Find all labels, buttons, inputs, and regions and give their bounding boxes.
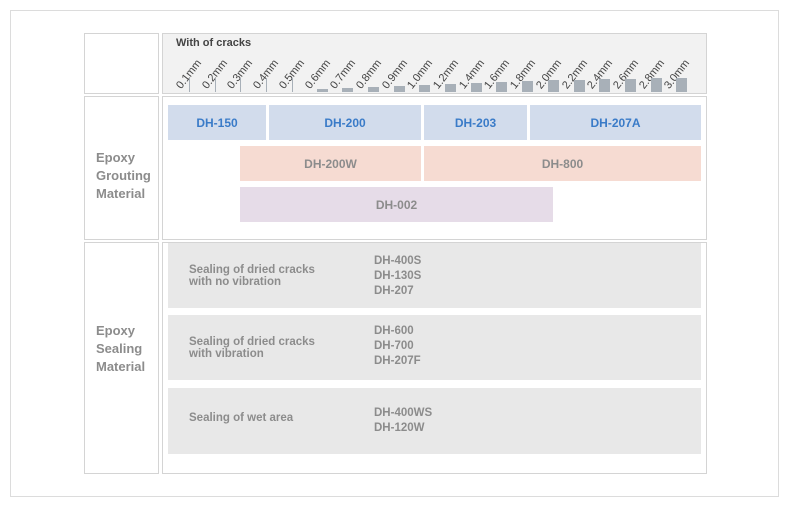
tick-bar bbox=[470, 83, 482, 92]
tick-mark bbox=[189, 78, 190, 92]
product-bar-dh-207a: DH-207A bbox=[530, 105, 701, 140]
tick-bar bbox=[650, 78, 662, 92]
tick-bar bbox=[676, 78, 688, 92]
tick-mark bbox=[214, 78, 216, 92]
grouting-label-cell bbox=[84, 96, 159, 240]
tick-bar bbox=[547, 80, 559, 92]
product-bar-dh-002: DH-002 bbox=[240, 187, 553, 222]
sealing-group-description: Sealing of dried cracks with vibration bbox=[189, 336, 315, 360]
tick-mark bbox=[266, 78, 268, 92]
tick-mark bbox=[291, 78, 293, 92]
sealing-group-description: Sealing of wet area bbox=[189, 412, 294, 424]
sealing-label: Epoxy Sealing Material bbox=[96, 323, 146, 374]
tick-bar bbox=[599, 79, 611, 92]
sealing-group-description: Sealing of dried cracks with no vibratio… bbox=[189, 264, 315, 288]
product-bar-dh-203: DH-203 bbox=[424, 105, 527, 140]
tick-bar bbox=[445, 84, 456, 92]
crack-width-header bbox=[162, 33, 707, 94]
product-bar-dh-200w: DH-200W bbox=[240, 146, 421, 181]
product-bar-dh-800: DH-800 bbox=[424, 146, 701, 181]
sealing-group-box bbox=[168, 388, 701, 454]
sealing-group-products: DH-600 DH-700 DH-207F bbox=[374, 325, 421, 367]
sealing-group-products: DH-400S DH-130S DH-207 bbox=[374, 255, 422, 297]
tick-bar bbox=[522, 81, 534, 92]
tick-bar bbox=[367, 87, 379, 92]
sealing-label-cell bbox=[84, 242, 159, 474]
sealing-group-box bbox=[168, 243, 701, 308]
crack-width-title: With of cracks bbox=[176, 37, 252, 49]
sealing-group-products: DH-400WS DH-120W bbox=[374, 407, 433, 434]
sealing-group-box bbox=[168, 315, 701, 380]
product-bar-dh-150: DH-150 bbox=[168, 105, 266, 140]
tick-bar bbox=[624, 79, 636, 92]
tick-bar bbox=[316, 89, 328, 92]
tick-bar bbox=[496, 82, 508, 92]
tick-bar bbox=[393, 86, 405, 92]
tick-bar bbox=[573, 80, 585, 92]
header-corner-cell bbox=[84, 33, 159, 94]
product-bar-dh-200: DH-200 bbox=[269, 105, 421, 140]
tick-bar bbox=[342, 88, 354, 92]
tick-bar bbox=[419, 85, 431, 92]
tick-mark bbox=[240, 78, 242, 92]
grouting-label: Epoxy Grouting Material bbox=[96, 150, 151, 201]
